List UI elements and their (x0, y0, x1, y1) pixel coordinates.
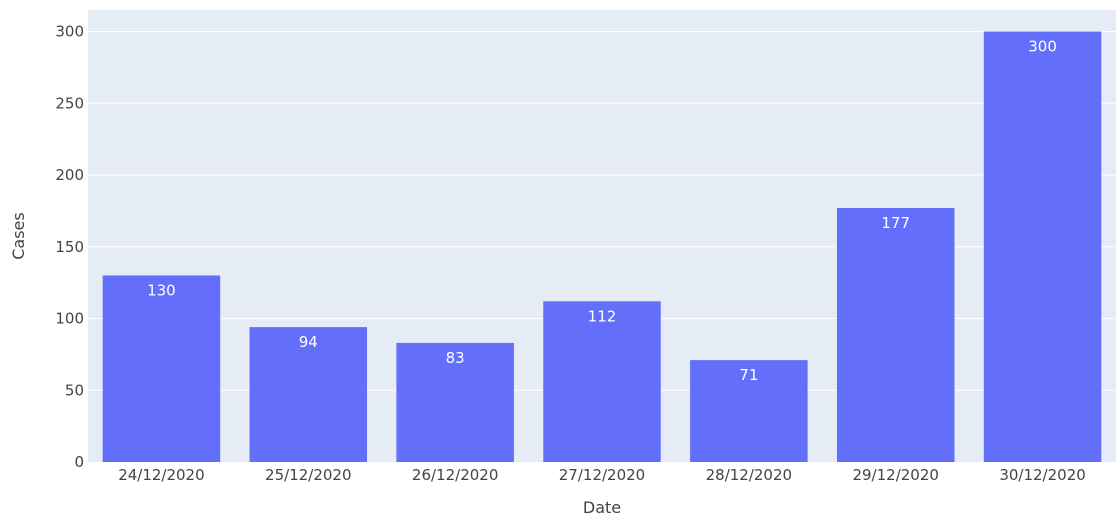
y-tick-label: 250 (55, 94, 84, 112)
y-tick-label: 50 (65, 381, 84, 399)
x-axis-ticks: 24/12/2020 25/12/2020 26/12/2020 27/12/2020… (118, 466, 1086, 484)
x-tick-label: 26/12/2020 (412, 466, 498, 484)
bar-value-label: 71 (739, 366, 758, 384)
y-tick-label: 0 (74, 453, 84, 471)
bar[interactable] (543, 301, 661, 462)
bar[interactable] (249, 327, 368, 462)
x-tick-label: 30/12/2020 (999, 466, 1085, 484)
bar[interactable] (102, 275, 221, 462)
x-axis-title: Date (583, 498, 621, 517)
y-tick-label: 100 (55, 310, 84, 328)
bar-value-label: 83 (446, 349, 465, 367)
y-tick-label: 300 (55, 23, 84, 41)
data-labels: 130 94 83 112 71 177 300 (147, 38, 1057, 385)
bar-value-label: 130 (147, 281, 176, 299)
y-axis-ticks: 0 50 100 150 200 250 300 (55, 23, 84, 471)
bar[interactable] (690, 360, 808, 462)
y-tick-label: 150 (55, 238, 84, 256)
x-tick-label: 24/12/2020 (118, 466, 204, 484)
bar[interactable] (836, 208, 955, 462)
x-tick-label: 29/12/2020 (852, 466, 938, 484)
bar-value-label: 177 (881, 214, 910, 232)
x-tick-label: 28/12/2020 (706, 466, 792, 484)
bar-value-label: 94 (299, 333, 318, 351)
y-tick-label: 200 (55, 166, 84, 184)
bars (102, 31, 1102, 463)
bar-value-label: 300 (1028, 38, 1057, 56)
x-tick-label: 25/12/2020 (265, 466, 351, 484)
y-axis-title: Cases (9, 212, 28, 260)
x-tick-label: 27/12/2020 (559, 466, 645, 484)
bar[interactable] (983, 31, 1102, 463)
bar[interactable] (396, 342, 514, 462)
bar-value-label: 112 (588, 307, 617, 325)
